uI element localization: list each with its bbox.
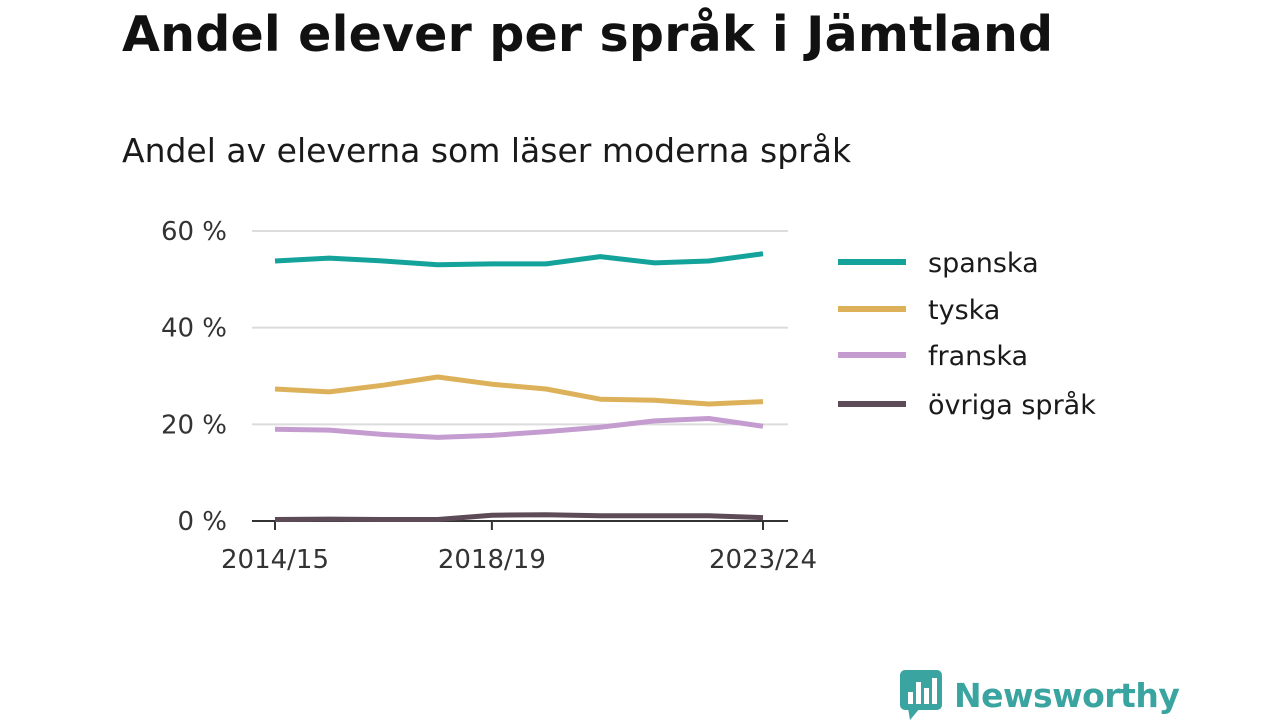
series-line-tyska bbox=[274, 374, 764, 407]
x-tick-label: 2023/24 bbox=[709, 545, 817, 575]
data-series bbox=[274, 251, 764, 522]
legend-label: övriga språk bbox=[928, 390, 1096, 421]
chart-subtitle: Andel av eleverna som läser moderna språ… bbox=[122, 131, 852, 170]
axes: 0 % 20 % 40 % 60 % 2014/15 2018/19 2023/24 bbox=[161, 217, 817, 575]
legend-label: spanska bbox=[928, 248, 1039, 279]
series-line-spanska bbox=[274, 251, 764, 268]
y-tick-label: 20 % bbox=[161, 410, 227, 440]
grid-lines bbox=[252, 230, 788, 426]
y-tick-label: 0 % bbox=[177, 507, 227, 537]
chart-title: Andel elever per språk i Jämtland bbox=[122, 6, 1054, 63]
legend: spanska tyska franska övriga språk bbox=[838, 248, 1096, 421]
newsworthy-logo: Newsworthy bbox=[900, 670, 1180, 720]
brand-name: Newsworthy bbox=[954, 675, 1180, 715]
series-line-övriga-språk bbox=[274, 512, 764, 522]
y-tick-label: 40 % bbox=[161, 314, 227, 344]
x-tick-label: 2018/19 bbox=[438, 545, 546, 575]
x-tick-label: 2014/15 bbox=[221, 545, 329, 575]
bar-chart-speech-icon bbox=[900, 670, 942, 720]
series-line-franska bbox=[274, 416, 764, 440]
legend-label: tyska bbox=[928, 295, 1000, 326]
legend-label: franska bbox=[928, 341, 1028, 372]
y-tick-label: 60 % bbox=[161, 217, 227, 247]
